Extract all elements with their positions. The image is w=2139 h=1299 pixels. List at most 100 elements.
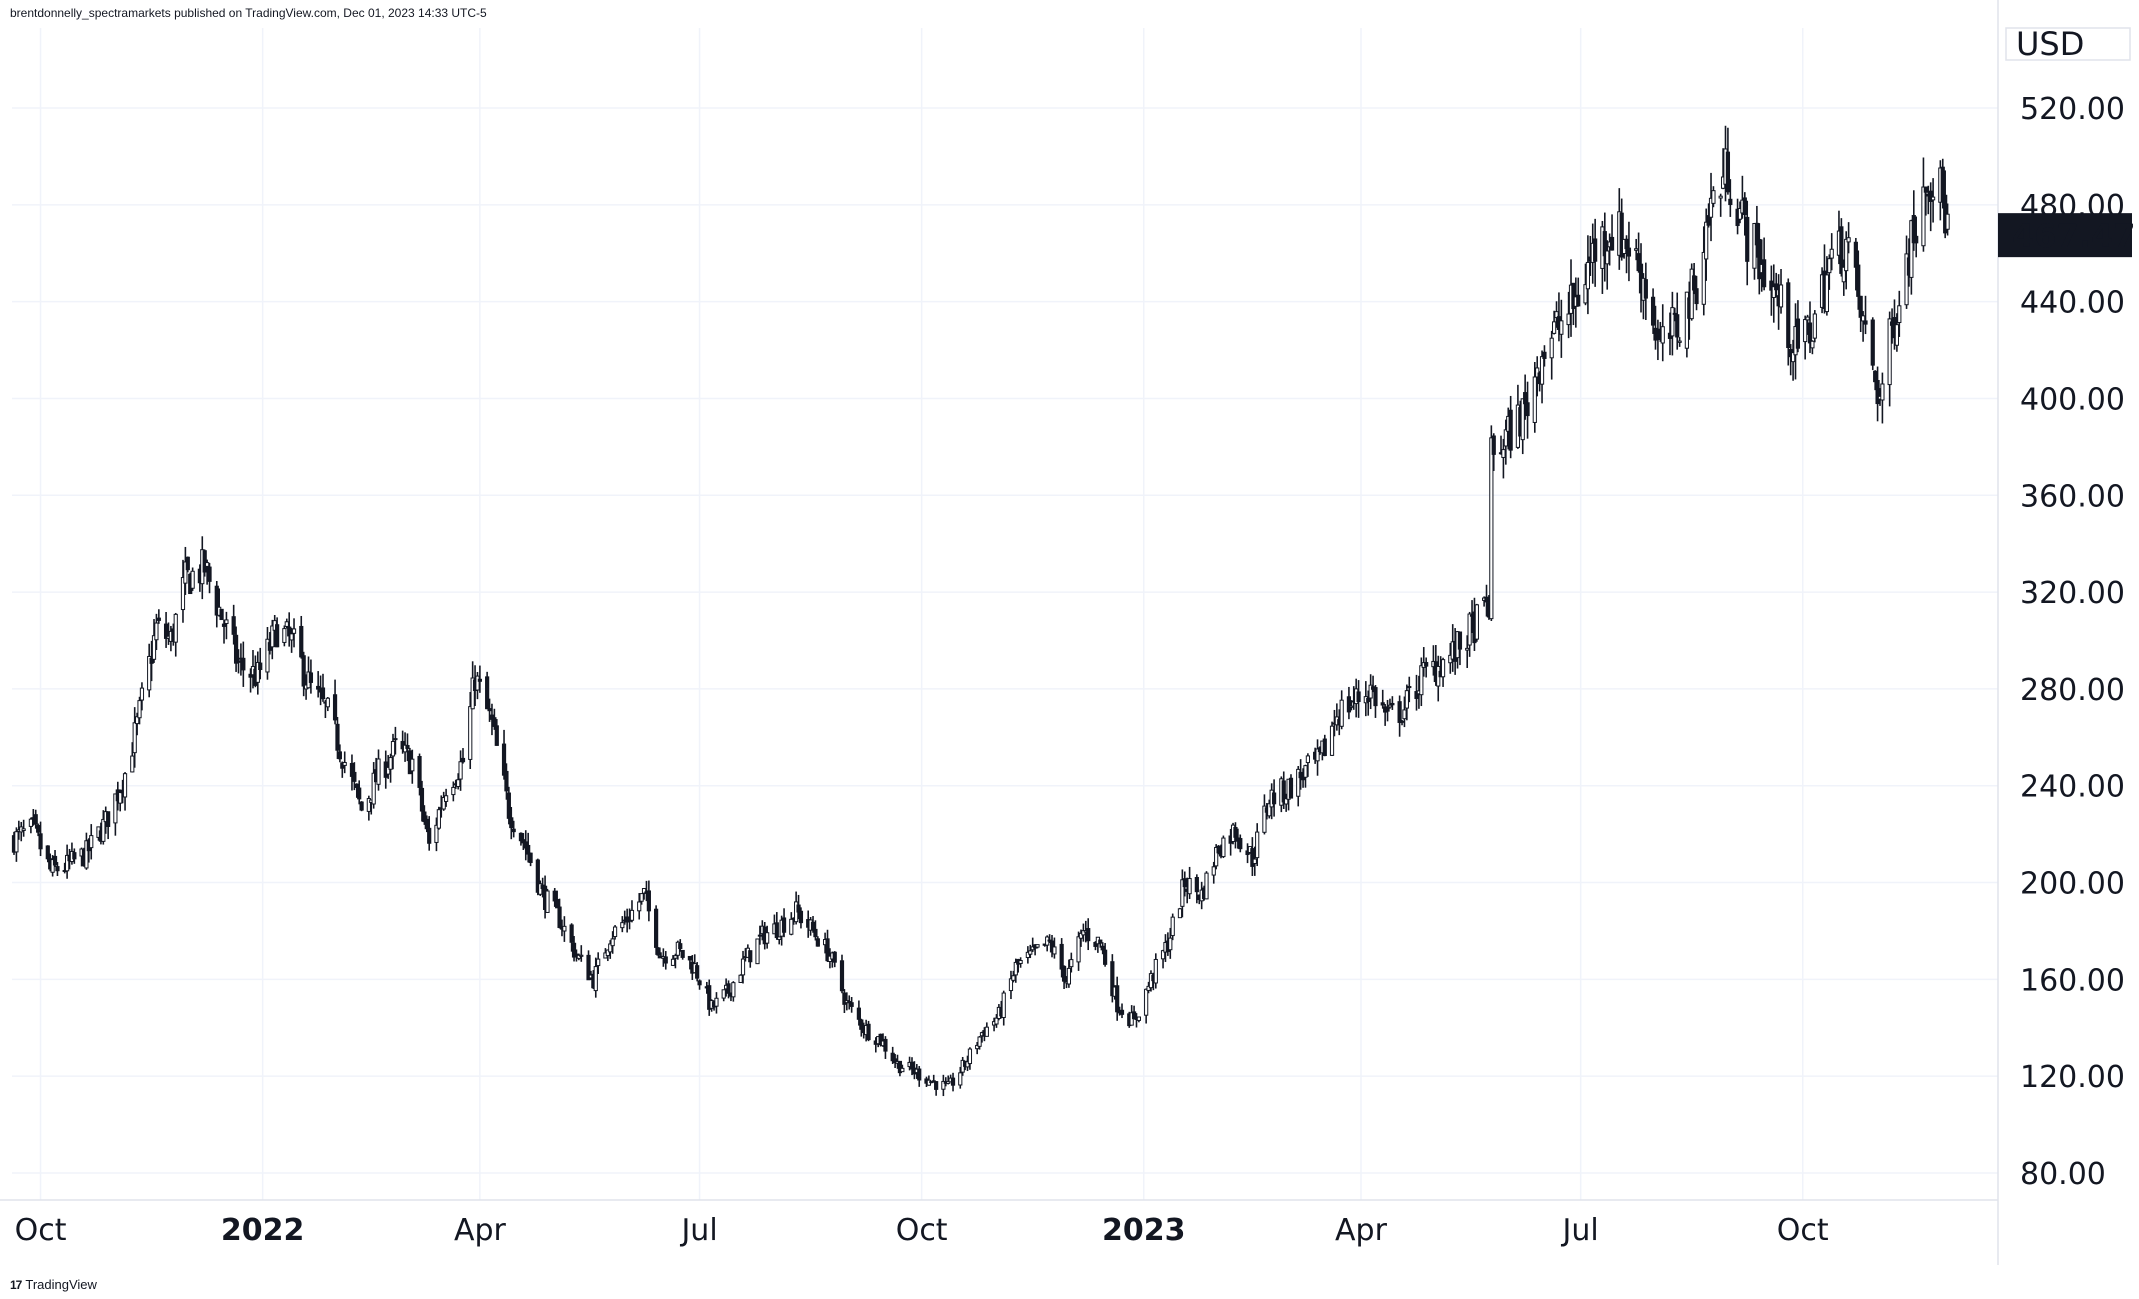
y-tick-label: 400.00 [2020, 382, 2125, 417]
candle-body [149, 657, 154, 664]
time-axis[interactable]: Oct 2022 Apr Jul Oct 2023 Apr Jul Oct [15, 1213, 1829, 1248]
candle-body [1805, 316, 1810, 321]
candle-body [1672, 312, 1677, 315]
x-tick-label: Apr [454, 1213, 507, 1248]
price-axis[interactable]: 80.00 120.00 160.00 200.00 240.00 280.00 320.0… [2020, 92, 2125, 1192]
candle-body [332, 694, 338, 721]
candle-body [687, 955, 693, 961]
candle-body [1233, 826, 1238, 838]
candle-body [436, 809, 441, 829]
candle-body [1255, 831, 1260, 859]
candle-body [1708, 197, 1714, 218]
candle-body [798, 910, 804, 924]
candle-body [1322, 738, 1327, 757]
candle-body [180, 577, 186, 611]
candle-body [1875, 379, 1880, 405]
candle-body [390, 741, 396, 757]
candle-body [1076, 936, 1081, 963]
candle-body [1484, 596, 1489, 603]
candle-body [1061, 965, 1067, 982]
candle-body [1390, 702, 1395, 706]
candle-body [36, 825, 41, 833]
candle-body [859, 1019, 864, 1030]
candle-body [1103, 949, 1108, 965]
y-tick-label: 360.00 [2020, 479, 2125, 514]
candle-body [1380, 702, 1385, 706]
candle-body [258, 662, 263, 671]
candle-body [1827, 258, 1832, 274]
candle-body [528, 852, 533, 863]
candle-body [366, 798, 371, 812]
candle-body [1839, 226, 1844, 274]
candle-body [521, 839, 526, 844]
candle-body [287, 626, 292, 637]
candle-body [1098, 939, 1103, 944]
candle-body [1539, 356, 1545, 385]
candle-body [506, 792, 511, 819]
candle-body [680, 949, 685, 958]
candle-body [1440, 659, 1446, 678]
candle-body [106, 811, 111, 827]
candle-body [656, 947, 661, 956]
candle-body [132, 722, 137, 754]
candle-body [1829, 248, 1834, 259]
candle-body [917, 1068, 922, 1081]
candle-body [1397, 701, 1402, 723]
candle-body [1694, 288, 1699, 305]
candle-body [1170, 916, 1175, 937]
candle-body [1180, 879, 1185, 907]
candle-body [219, 608, 224, 621]
candle-body [967, 1048, 973, 1065]
last-price-label: 467.47 [2012, 217, 2135, 255]
candle-body [1945, 213, 1950, 230]
candle-body [1675, 314, 1680, 338]
candle-body [856, 1007, 861, 1020]
candle-body [612, 926, 618, 938]
candle-body [1803, 319, 1808, 343]
candle-body [255, 661, 260, 683]
candle-body [1684, 291, 1689, 349]
candle-body [451, 786, 456, 796]
candle-body [1457, 631, 1463, 650]
candle-body [265, 638, 270, 673]
candle-body [501, 743, 507, 776]
candle-body [1552, 321, 1557, 334]
candle-body [1894, 324, 1899, 346]
candle-body [1554, 311, 1559, 319]
candle-body [1718, 195, 1723, 199]
candle-body [586, 954, 591, 981]
candle-body [173, 613, 178, 643]
candle-body [1025, 951, 1030, 959]
candle-body [1288, 777, 1294, 799]
candle-body [1841, 266, 1846, 283]
candle-body [50, 859, 55, 873]
candle-body [1860, 315, 1866, 322]
candle-body [1921, 186, 1926, 247]
candle-body [883, 1038, 888, 1052]
candle-body [275, 624, 280, 648]
candle-body [579, 954, 584, 957]
candle-body [185, 556, 190, 571]
candle-body [1329, 725, 1335, 756]
candle-body [593, 966, 598, 992]
candle-body [1549, 337, 1554, 359]
candle-body [1187, 878, 1192, 895]
candle-body [422, 811, 427, 823]
candle-body [1211, 866, 1216, 876]
candle-body [1745, 216, 1750, 262]
x-tick-label: 2023 [1102, 1213, 1186, 1248]
candle-body [1346, 696, 1352, 713]
candle-body [1339, 699, 1344, 727]
candle-body [443, 795, 449, 802]
candle-body [1356, 691, 1361, 702]
candle-body [1752, 223, 1757, 269]
candle-body [320, 687, 326, 700]
candle-body [38, 833, 43, 850]
candle-body [813, 928, 818, 938]
tradingview-footer[interactable]: 17 TradingView [10, 1277, 97, 1292]
candle-body [755, 938, 760, 965]
candle-body [1689, 268, 1694, 320]
candle-body [1605, 250, 1610, 265]
candle-body [1769, 280, 1774, 291]
